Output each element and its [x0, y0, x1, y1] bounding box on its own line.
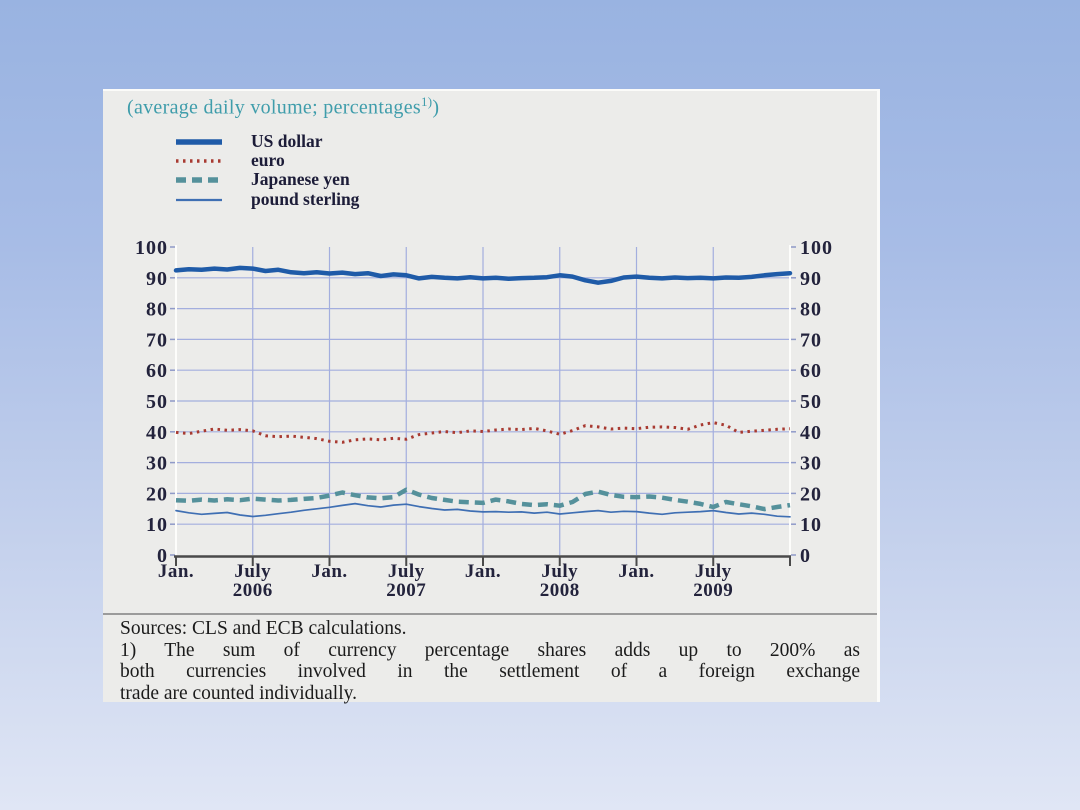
footnote-line-1: 1) The sum of currency percentage shares…	[120, 639, 860, 661]
chart-subtitle: (average daily volume; percentages1))	[127, 94, 439, 120]
legend-item-japanese-yen: Japanese yen	[175, 171, 359, 190]
y-tick-label-left: 20	[146, 483, 168, 505]
y-tick-label-left: 40	[146, 422, 168, 444]
chart-panel: (average daily volume; percentages1)) US…	[103, 89, 880, 704]
x-tick-label: Jan.	[618, 561, 654, 582]
chart-subtitle-close-paren: )	[432, 96, 440, 119]
footnote-line-2: both currencies involved in the settleme…	[120, 661, 860, 682]
legend-swatch	[176, 177, 222, 183]
x-tick-label: July	[541, 561, 578, 582]
y-tick-label-left: 100	[135, 237, 168, 259]
sources-line: Sources: CLS and ECB calculations.	[120, 618, 407, 639]
y-tick-label-left: 70	[146, 329, 168, 351]
legend-label: US dollar	[251, 130, 323, 151]
y-tick-label-right: 0	[800, 545, 811, 567]
y-tick-label-right: 80	[800, 299, 822, 321]
legend-label: pound sterling	[251, 188, 360, 209]
series-line-japanese-yen	[175, 487, 791, 512]
chart-footer: Sources: CLS and ECB calculations. 1) Th…	[120, 618, 860, 704]
y-tick-label-right: 70	[800, 329, 822, 351]
x-tick-label: Jan.	[465, 561, 501, 582]
y-tick-label-left: 80	[146, 299, 168, 321]
chart-legend: US dollar euro Japanese yen pound sterling	[175, 132, 359, 209]
y-tick-label-right: 30	[800, 453, 822, 475]
x-year-label: 2007	[386, 580, 426, 601]
x-tick-label: July	[388, 561, 425, 582]
y-tick-label-left: 0	[157, 545, 168, 567]
y-tick-label-right: 90	[800, 268, 822, 290]
legend-label: Japanese yen	[251, 169, 350, 190]
legend-item-euro: euro	[175, 151, 359, 170]
x-tick-label: Jan.	[158, 561, 194, 582]
y-tick-label-right: 100	[800, 237, 833, 259]
legend-item-pound-sterling: pound sterling	[175, 190, 359, 209]
y-tick-label-left: 50	[146, 391, 168, 413]
y-tick-label-right: 10	[800, 514, 822, 536]
x-year-label: 2009	[693, 580, 733, 601]
footnote-marker: 1)	[420, 94, 433, 109]
legend-swatch	[176, 159, 222, 163]
legend-swatch	[176, 198, 222, 201]
x-year-label: 2006	[233, 580, 273, 601]
chart-plot: 0 0 10 10 20 20 30 30 40 40 50 50 60 60 70 70 80 80 90 90 10…	[135, 237, 833, 601]
y-tick-label-left: 60	[146, 360, 168, 382]
series-line-euro	[175, 421, 791, 444]
legend-item-us-dollar: US dollar	[175, 132, 359, 151]
footnote-line-3: trade are counted individually.	[120, 682, 357, 704]
series-line-pound-sterling	[175, 502, 791, 518]
y-tick-label-left: 90	[146, 268, 168, 290]
x-tick-label: Jan.	[311, 561, 347, 582]
legend-label: euro	[251, 150, 285, 171]
y-tick-label-right: 40	[800, 422, 822, 444]
y-tick-label-right: 60	[800, 360, 822, 382]
chart-subtitle-text: (average daily volume; percentages	[127, 96, 421, 119]
x-year-label: 2008	[540, 580, 580, 601]
y-tick-label-right: 20	[800, 483, 822, 505]
legend-swatch	[176, 138, 222, 145]
y-tick-label-left: 10	[146, 514, 168, 536]
x-tick-label: July	[234, 561, 271, 582]
x-tick-label: July	[695, 561, 732, 582]
series-line-us-dollar	[173, 265, 793, 285]
y-tick-label-left: 30	[146, 453, 168, 475]
y-tick-label-right: 50	[800, 391, 822, 413]
divider-line	[103, 613, 877, 615]
